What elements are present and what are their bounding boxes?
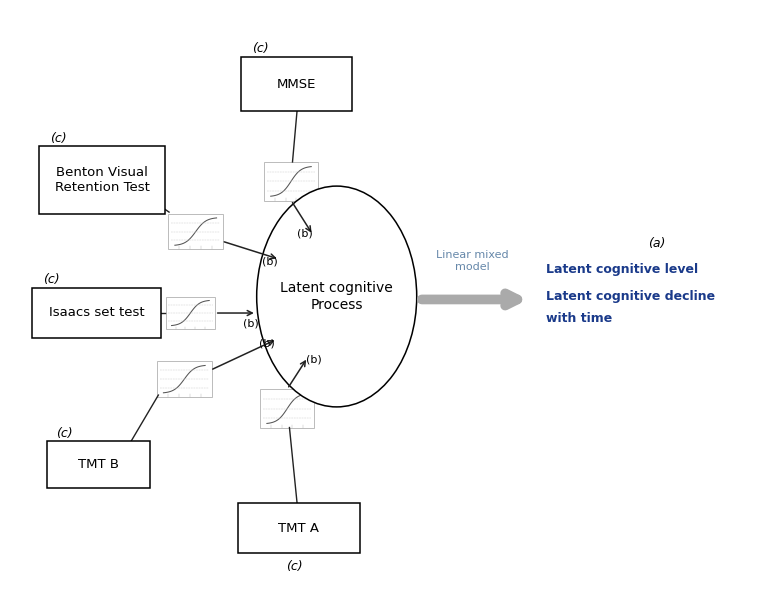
Bar [47,441,150,488]
Text: (c): (c) [50,132,67,145]
Text: (c): (c) [43,273,59,286]
Text: (b): (b) [306,355,322,365]
Text: (b): (b) [297,229,313,239]
Text: TMT B: TMT B [78,458,119,471]
Bar [238,503,360,553]
Text: (b): (b) [243,318,259,328]
Text: TMT A: TMT A [278,522,319,535]
Text: (b): (b) [262,256,278,266]
Text: (c): (c) [252,42,269,55]
Bar [261,390,314,428]
Text: (b): (b) [259,339,275,349]
Ellipse shape [257,186,417,407]
Text: (a): (a) [648,237,666,250]
Bar [242,58,352,110]
Text: Latent cognitive level: Latent cognitive level [546,263,698,276]
Text: with time: with time [546,313,613,326]
Bar [157,361,212,397]
Text: Latent cognitive
Process: Latent cognitive Process [280,282,393,311]
Text: Benton Visual
Retention Test: Benton Visual Retention Test [55,166,150,194]
Bar [32,288,161,338]
Text: Isaacs set test: Isaacs set test [49,306,145,319]
Bar [264,162,317,200]
Text: (c): (c) [57,427,73,440]
Text: Linear mixed
model: Linear mixed model [436,250,509,272]
Bar [168,214,223,249]
Bar [165,296,215,329]
Text: Latent cognitive decline: Latent cognitive decline [546,290,715,303]
Text: (c): (c) [286,560,303,573]
Bar [40,146,165,214]
Text: MMSE: MMSE [277,78,317,91]
